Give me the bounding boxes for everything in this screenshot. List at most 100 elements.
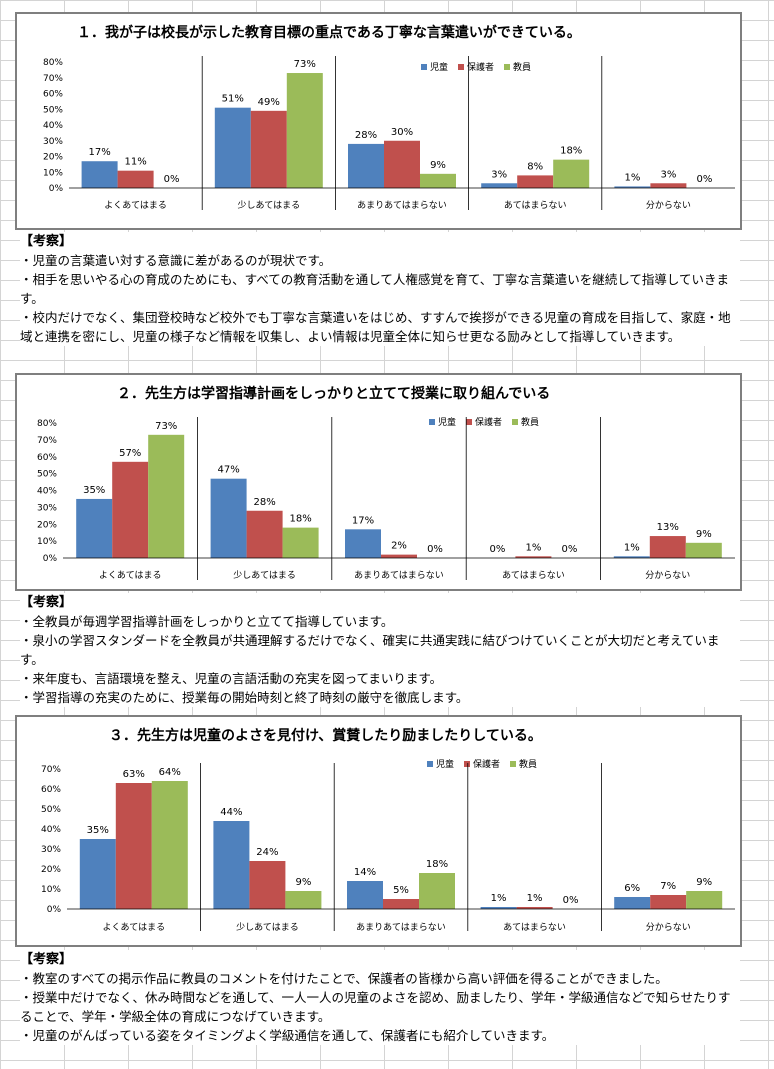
data-label: 3%: [660, 169, 676, 180]
chart-legend: 児童 保護者 教員: [421, 60, 531, 73]
bar: [516, 907, 553, 909]
commentary-3: 【考察】 ・教室のすべての掲示作品に教員のコメントを付けたことで、保護者の皆様か…: [20, 950, 740, 1045]
bar-chart-3: 0% 10% 20% 30% 40% 50% 60% 70% 35% 63% 64% よくあてはまる 4…: [41, 763, 735, 933]
bar: [685, 542, 722, 558]
category-label: あまりあてはまらない: [357, 200, 447, 211]
chart-title: ３．先生方は児童のよさを見付け、賞賛したり励ましたりしている。: [109, 728, 542, 744]
bar: [649, 536, 686, 558]
data-label: 7%: [660, 881, 676, 892]
category-label: 少しあてはまる: [233, 570, 296, 581]
commentary-line: ・児童の言葉遣い対する意識に差があるのが現状です。: [20, 253, 332, 268]
legend-label: 教員: [513, 63, 532, 73]
bar: [384, 140, 420, 188]
data-label: 14%: [354, 867, 376, 878]
data-label: 30%: [391, 127, 413, 138]
legend-label: 児童: [438, 418, 457, 428]
legend-label: 保護者: [473, 760, 501, 770]
data-label: 63%: [123, 769, 145, 780]
data-label: 9%: [696, 529, 712, 540]
category-label: よくあてはまる: [102, 922, 165, 933]
data-label: 57%: [119, 448, 141, 459]
data-label: 64%: [159, 767, 181, 778]
data-label: 73%: [155, 421, 177, 432]
data-label: 9%: [696, 877, 712, 888]
data-label: 73%: [294, 59, 316, 70]
legend-swatch: [512, 418, 519, 425]
bar: [76, 498, 113, 558]
chart-3: ３．先生方は児童のよさを見付け、賞賛したり励ましたりしている。 児童 保護者 教…: [15, 715, 742, 947]
bar: [517, 175, 554, 188]
bar: [286, 73, 323, 188]
data-label: 13%: [657, 522, 679, 533]
bar: [148, 434, 185, 558]
data-label: 0%: [696, 174, 712, 185]
category-label: 少しあてはまる: [237, 200, 300, 211]
data-label: 17%: [352, 515, 374, 526]
commentary-heading: 【考察】: [20, 952, 73, 967]
data-label: 28%: [355, 130, 377, 141]
legend-swatch: [421, 63, 427, 70]
bar: [112, 461, 149, 558]
legend-swatch: [427, 760, 433, 767]
y-tick-label: 30%: [37, 503, 57, 513]
chart-title: １．我が子は校長が示した教育目標の重点である丁寧な言葉遣いができている。: [77, 25, 581, 41]
category-label: 分からない: [646, 922, 691, 933]
y-tick-label: 30%: [43, 137, 63, 147]
data-label: 3%: [491, 169, 507, 180]
y-tick-label: 70%: [37, 436, 57, 446]
bar: [613, 556, 650, 558]
chart-1: １．我が子は校長が示した教育目標の重点である丁寧な言葉遣いができている。 児童 …: [15, 12, 742, 230]
data-label: 0%: [561, 544, 577, 555]
bar: [686, 891, 723, 909]
commentary-line: ・泉小の学習スタンダードを全教員が共通理解するだけでなく、確実に共通実践に結びつ…: [20, 633, 720, 667]
data-label: 1%: [491, 893, 507, 904]
data-label: 0%: [563, 895, 579, 906]
data-label: 18%: [289, 514, 311, 525]
data-label: 49%: [258, 97, 280, 108]
bar: [480, 907, 517, 909]
bar: [650, 183, 687, 188]
data-label: 35%: [83, 485, 105, 496]
bar: [381, 554, 417, 558]
data-label: 11%: [124, 157, 146, 168]
data-label: 5%: [393, 885, 409, 896]
y-tick-label: 30%: [41, 845, 61, 855]
commentary-line: ・相手を思いやる心の育成のためにも、すべての教育活動を通して人権感覚を育て、丁寧…: [20, 272, 730, 306]
bar: [151, 781, 188, 909]
data-label: 47%: [217, 465, 239, 476]
bar: [249, 861, 286, 909]
legend-item-child: 児童: [421, 60, 448, 73]
bar: [419, 873, 455, 909]
data-label: 1%: [525, 542, 541, 553]
category-label: よくあてはまる: [99, 570, 162, 581]
data-label: 9%: [430, 160, 446, 171]
legend-swatch: [458, 63, 465, 70]
bar: [115, 783, 152, 909]
commentary-line: ・授業中だけでなく、休み時間などを通して、一人一人の児童のよさを認め、励ましたり…: [20, 990, 731, 1024]
y-tick-label: 60%: [37, 453, 57, 463]
legend-item-staff: 教員: [510, 757, 537, 770]
legend-label: 児童: [430, 63, 449, 73]
commentary-line: ・教室のすべての掲示作品に教員のコメントを付けたことで、保護者の皆様から高い評価…: [20, 971, 668, 986]
y-tick-label: 20%: [41, 865, 61, 875]
bar: [348, 143, 384, 188]
legend-label: 児童: [436, 760, 455, 770]
data-label: 6%: [624, 883, 640, 894]
y-tick-label: 40%: [37, 487, 57, 497]
data-label: 17%: [88, 147, 110, 158]
category-label: あてはまらない: [503, 922, 566, 933]
commentary-line: ・校内だけでなく、集団登校時など校外でも丁寧な言葉遣いをはじめ、すすんで挨拶がで…: [20, 310, 731, 344]
data-label: 8%: [527, 161, 543, 172]
bar: [345, 529, 381, 558]
bar: [614, 897, 651, 909]
data-label: 1%: [624, 542, 640, 553]
data-label: 24%: [256, 847, 278, 858]
legend-item-staff: 教員: [504, 60, 531, 73]
chart-legend: 児童 保護者 教員: [427, 757, 537, 770]
legend-label: 保護者: [467, 63, 495, 73]
category-label: 分からない: [646, 200, 691, 211]
y-tick-label: 10%: [41, 885, 61, 895]
commentary-heading: 【考察】: [20, 595, 73, 610]
legend-swatch: [429, 418, 435, 425]
y-tick-label: 40%: [41, 825, 61, 835]
